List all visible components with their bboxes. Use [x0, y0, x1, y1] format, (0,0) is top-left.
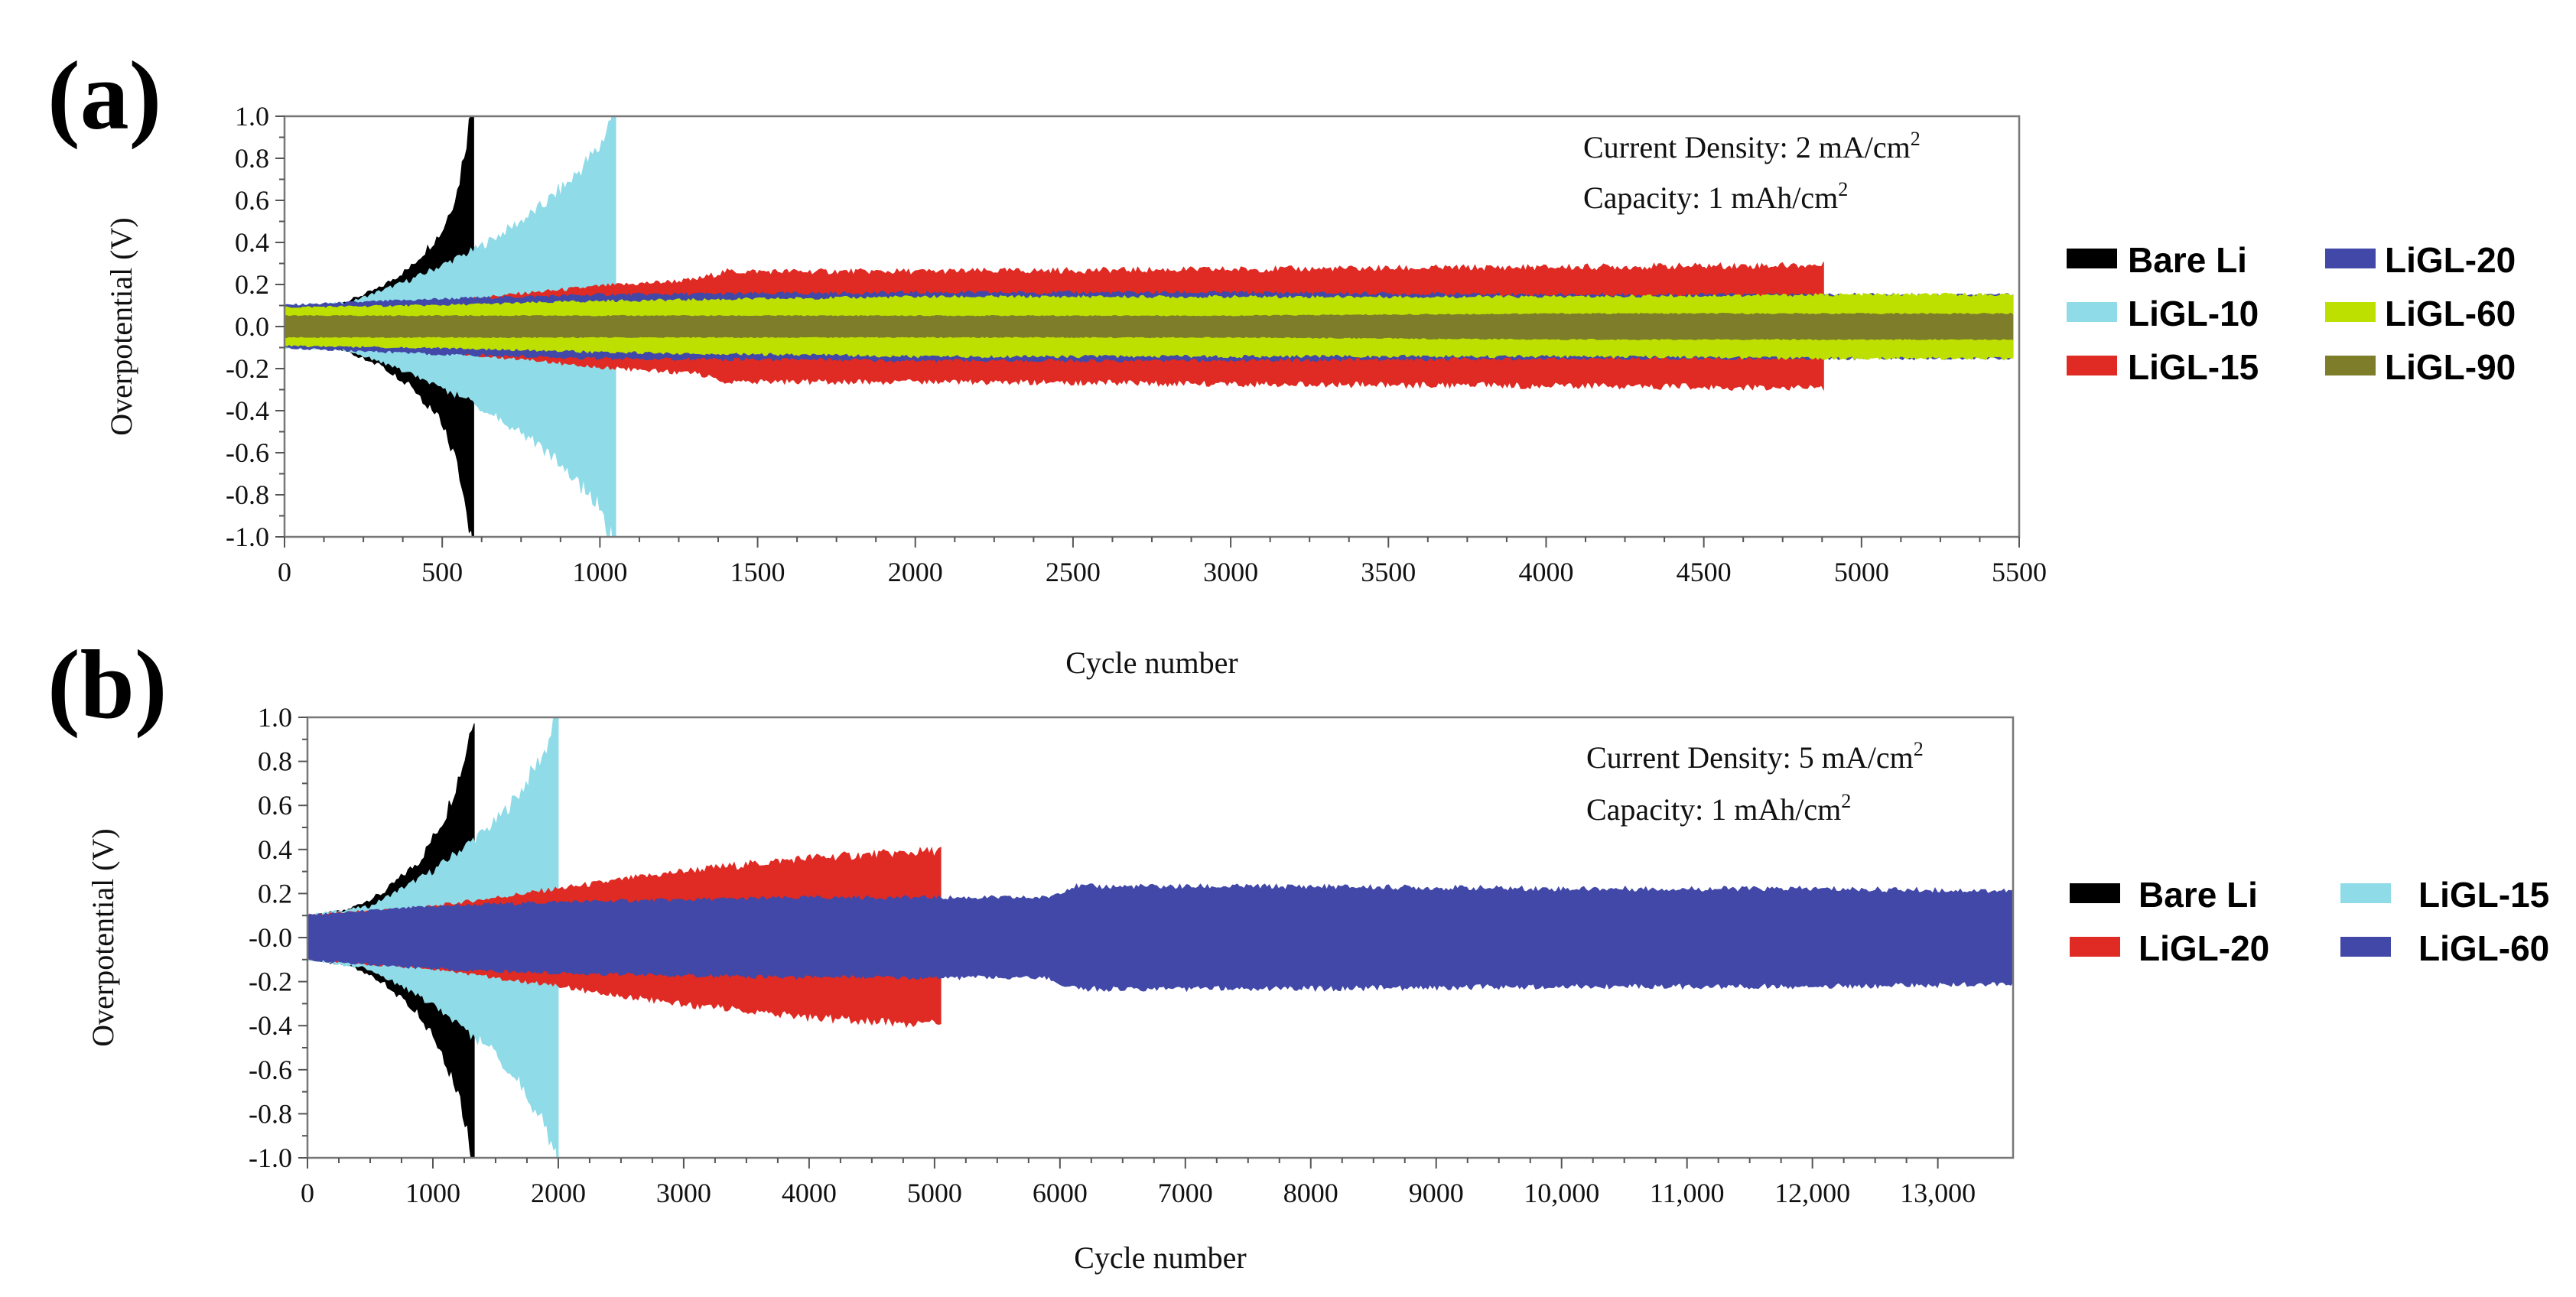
- legend-swatch: [2070, 937, 2120, 957]
- y-tick-label: -0.8: [226, 479, 269, 510]
- annotation: Capacity: 1 mAh/cm2: [1586, 790, 1851, 827]
- legend: Bare Li LiGL-10 LiGL-15 LiGL-20 LiGL-60 LiGL-…: [2067, 240, 2516, 387]
- y-tick-label: -0.2: [249, 967, 292, 997]
- series-band-ligl-90: [285, 312, 2014, 341]
- x-tick-label: 2500: [1046, 557, 1101, 587]
- y-tick-label: -0.4: [249, 1010, 292, 1041]
- legend-swatch: [2067, 302, 2117, 322]
- x-tick-label: 4000: [782, 1178, 837, 1208]
- y-tick-label: -1.0: [226, 522, 269, 552]
- x-tick-label: 4500: [1677, 557, 1732, 587]
- x-tick-label: 6000: [1033, 1178, 1088, 1208]
- legend-swatch: [2325, 249, 2376, 268]
- x-tick-label: 3000: [656, 1178, 711, 1208]
- y-tick-label: -0.6: [226, 437, 269, 468]
- data-area: [285, 116, 2014, 537]
- legend-label: LiGL-20: [2385, 240, 2516, 280]
- x-tick-label: 5500: [1992, 557, 2047, 587]
- x-tick-label: 0: [301, 1178, 314, 1208]
- y-axis-title: Overpotential (V): [86, 828, 120, 1046]
- y-tick-label: 0.0: [235, 311, 269, 342]
- x-tick-label: 500: [421, 557, 463, 587]
- y-tick-label: -0.0: [249, 922, 292, 953]
- x-tick-label: 10,000: [1524, 1178, 1599, 1208]
- legend-swatch: [2067, 249, 2117, 268]
- x-tick-label: 11,000: [1650, 1178, 1725, 1208]
- x-tick-label: 12,000: [1774, 1178, 1850, 1208]
- y-tick-label: -1.0: [249, 1143, 292, 1173]
- x-tick-label: 1000: [572, 557, 627, 587]
- legend-label: LiGL-60: [2418, 928, 2549, 968]
- y-tick-label: 0.4: [235, 227, 269, 258]
- legend-swatch: [2340, 883, 2391, 903]
- legend-swatch: [2067, 356, 2117, 375]
- legend-label: Bare Li: [2128, 240, 2247, 280]
- y-tick-label: -0.6: [249, 1055, 292, 1085]
- panel-a: (a) 1.0 0.8 0.6 0.4 0.2 0.0 -0.2 -0.4 -0.6 -0.8 -1.…: [47, 41, 2516, 680]
- panel-label: (b): [47, 630, 167, 739]
- y-tick-label: 0.2: [235, 269, 269, 300]
- x-tick-label: 0: [278, 557, 291, 587]
- y-tick-label: 0.8: [235, 143, 269, 174]
- x-axis-title: Cycle number: [1074, 1240, 1247, 1275]
- x-tick-label: 3000: [1203, 557, 1258, 587]
- y-tick-label: 1.0: [258, 702, 292, 733]
- annotation: Current Density: 5 mA/cm2: [1586, 738, 1924, 775]
- legend-label: LiGL-15: [2418, 875, 2549, 915]
- legend-label: LiGL-90: [2385, 347, 2516, 387]
- legend-label: LiGL-15: [2128, 347, 2259, 387]
- y-tick-label: 0.8: [258, 746, 292, 777]
- x-tick-label: 4000: [1518, 557, 1573, 587]
- x-axis-title: Cycle number: [1065, 645, 1238, 680]
- x-tick-label: 8000: [1283, 1178, 1338, 1208]
- y-tick-label: -0.8: [249, 1098, 292, 1129]
- legend-swatch: [2340, 937, 2391, 957]
- y-axis-title: Overpotential (V): [104, 217, 138, 435]
- x-tick-label: 5000: [1834, 557, 1889, 587]
- legend-swatch: [2070, 883, 2120, 903]
- panel-label: (a): [47, 41, 161, 150]
- y-tick-label: -0.4: [226, 395, 269, 426]
- y-tick-label: -0.2: [226, 353, 269, 384]
- legend-swatch: [2325, 302, 2376, 322]
- annotation: Capacity: 1 mAh/cm2: [1583, 178, 1848, 215]
- y-tick-label: 0.4: [258, 834, 292, 865]
- y-tick-label: 0.2: [258, 878, 292, 909]
- y-tick-label: 0.6: [235, 185, 269, 216]
- legend-label: LiGL-60: [2385, 294, 2516, 333]
- legend-label: Bare Li: [2139, 875, 2258, 915]
- data-area: [307, 717, 2013, 1158]
- y-tick-label: 0.6: [258, 790, 292, 821]
- legend: Bare Li LiGL-15 LiGL-20 LiGL-60: [2070, 875, 2549, 968]
- x-tick-label: 3500: [1361, 557, 1416, 587]
- x-tick-label: 1500: [730, 557, 785, 587]
- x-tick-label: 5000: [907, 1178, 962, 1208]
- series-band-ligl-60: [307, 883, 2013, 993]
- x-tick-label: 9000: [1409, 1178, 1464, 1208]
- panel-b: (b) 1.0 0.8 0.6 0.4 0.2 -0.0 -0.2 -0.4 -0.6 -0.8 -1…: [47, 630, 2549, 1275]
- x-tick-label: 7000: [1158, 1178, 1213, 1208]
- x-tick-label: 2000: [888, 557, 943, 587]
- x-tick-label: 1000: [405, 1178, 460, 1208]
- x-tick-label: 13,000: [1900, 1178, 1976, 1208]
- x-tick-label: 2000: [531, 1178, 586, 1208]
- legend-swatch: [2325, 356, 2376, 375]
- annotation: Current Density: 2 mA/cm2: [1583, 128, 1921, 164]
- legend-label: LiGL-10: [2128, 294, 2259, 333]
- legend-label: LiGL-20: [2139, 928, 2269, 968]
- y-tick-label: 1.0: [235, 101, 269, 132]
